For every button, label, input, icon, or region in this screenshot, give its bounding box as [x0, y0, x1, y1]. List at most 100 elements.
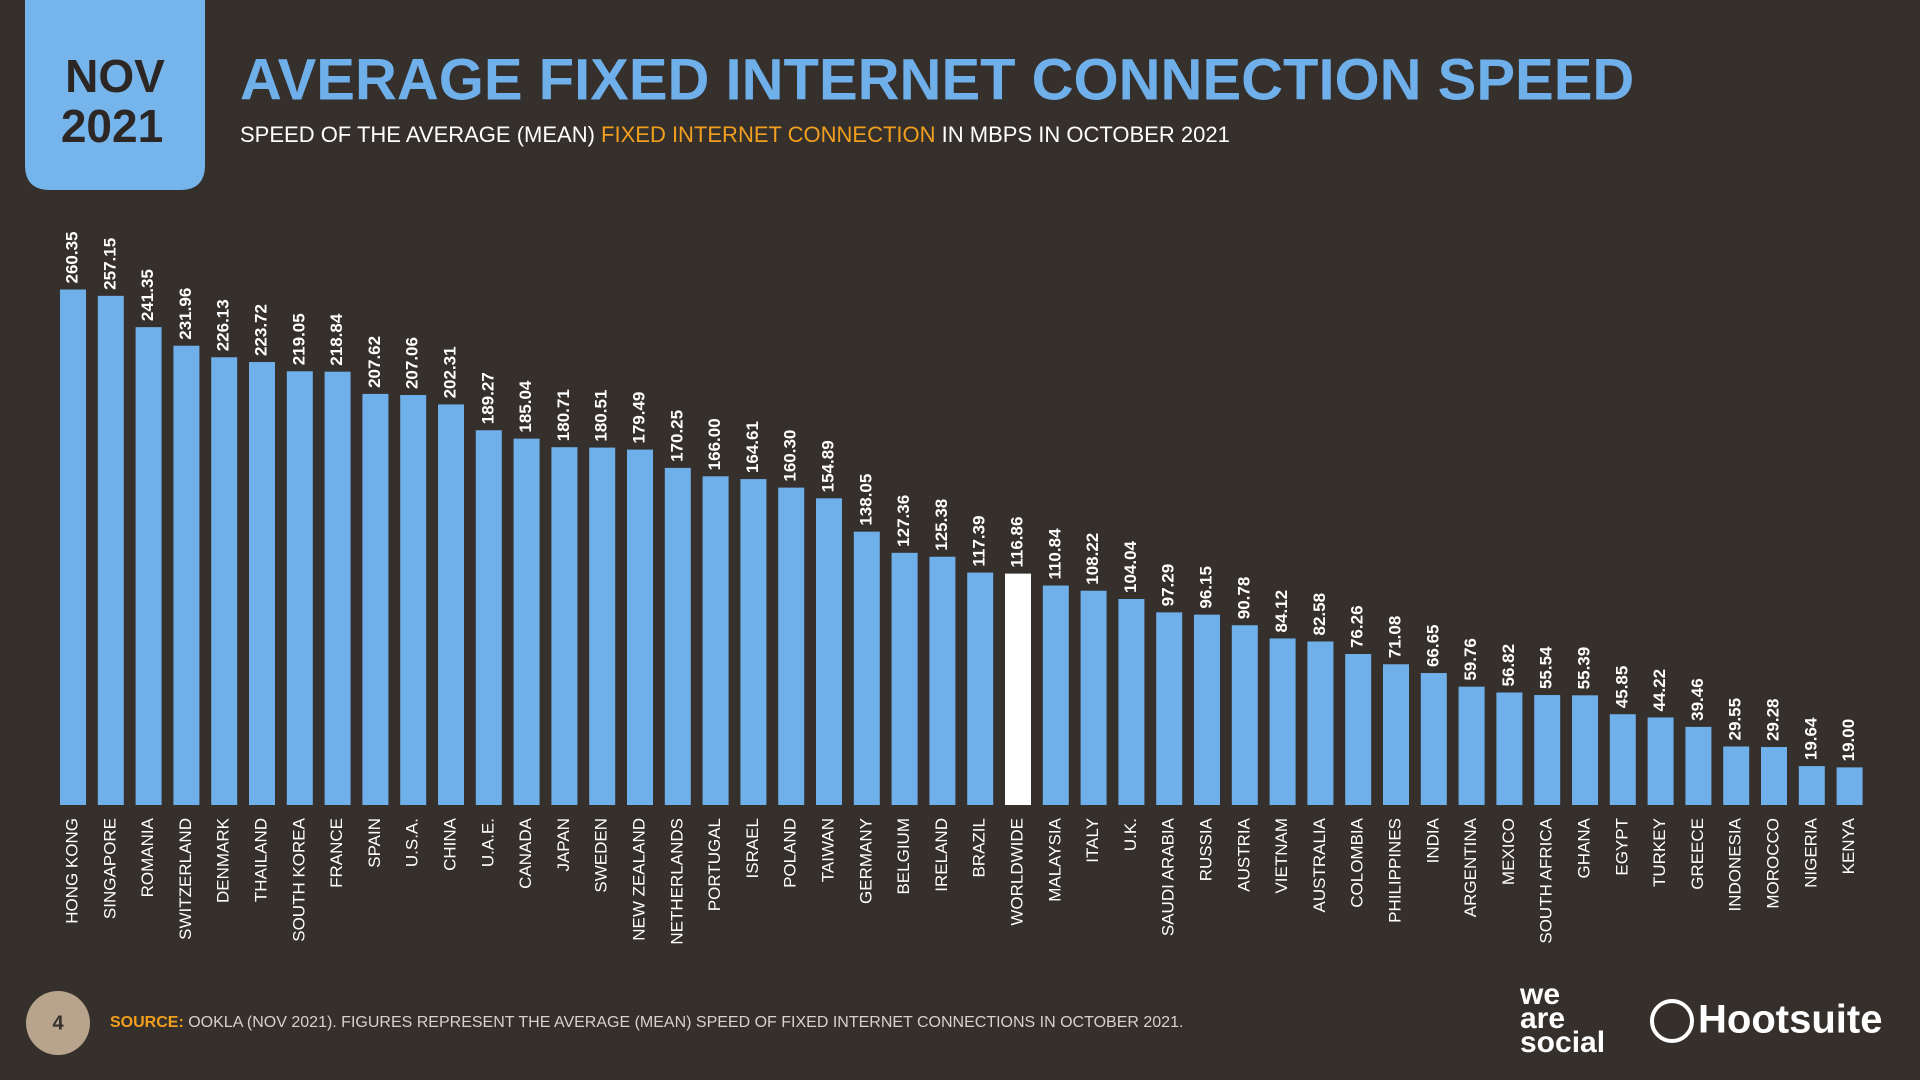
- value-label: 260.35: [62, 232, 81, 284]
- bar: [400, 395, 427, 805]
- category-label: WORLDWIDE: [1007, 818, 1026, 926]
- bar: [702, 476, 729, 805]
- category-label: MOROCCO: [1763, 818, 1782, 909]
- bar: [1798, 766, 1825, 805]
- category-label: ROMANIA: [138, 817, 157, 897]
- badge-year: 2021: [61, 100, 163, 152]
- bar: [362, 393, 389, 805]
- value-label: 108.22: [1083, 533, 1102, 585]
- category-label: MEXICO: [1499, 818, 1518, 885]
- category-label: ISRAEL: [743, 818, 762, 878]
- value-label: 241.35: [138, 269, 157, 321]
- logo-hootsuite: Hootsuite: [1698, 998, 1882, 1042]
- value-label: 180.51: [592, 390, 611, 442]
- category-label: JAPAN: [554, 818, 573, 872]
- bar: [929, 556, 956, 805]
- bar: [1307, 641, 1334, 805]
- category-label: IRELAND: [932, 818, 951, 892]
- value-label: 55.39: [1574, 647, 1593, 690]
- category-label: HONG KONG: [62, 818, 81, 924]
- category-label: SOUTH AFRICA: [1537, 817, 1556, 943]
- category-label: PHILIPPINES: [1385, 818, 1404, 923]
- bar: [816, 498, 842, 805]
- category-label: SAUDI ARABIA: [1159, 817, 1178, 936]
- bar: [97, 295, 124, 805]
- bar: [1383, 664, 1409, 805]
- value-label: 71.08: [1385, 616, 1404, 659]
- value-label: 104.04: [1121, 540, 1140, 593]
- bar: [1005, 573, 1031, 805]
- category-label: CHINA: [440, 817, 459, 871]
- value-label: 170.25: [667, 410, 686, 462]
- value-label: 179.49: [629, 392, 648, 444]
- category-label: INDONESIA: [1726, 817, 1745, 911]
- category-label: KENYA: [1839, 817, 1858, 874]
- category-label: GERMANY: [856, 818, 875, 904]
- bar: [211, 357, 238, 805]
- category-label: THAILAND: [251, 818, 270, 902]
- category-label: CANADA: [516, 817, 535, 889]
- value-label: 110.84: [1045, 528, 1064, 580]
- value-label: 116.86: [1007, 517, 1026, 568]
- value-label: 160.30: [781, 430, 800, 482]
- value-label: 39.46: [1688, 678, 1707, 721]
- category-label: MALAYSIA: [1045, 817, 1064, 901]
- category-label: BELGIUM: [894, 818, 913, 895]
- logo-we: we: [1519, 978, 1560, 1011]
- bar: [1231, 625, 1258, 805]
- bar: [1118, 599, 1145, 805]
- value-label: 207.62: [365, 336, 384, 388]
- logo-social: social: [1520, 1026, 1605, 1059]
- bar: [853, 531, 880, 805]
- bar: [1647, 717, 1674, 805]
- bar: [1572, 695, 1598, 805]
- value-label: 19.00: [1839, 719, 1858, 762]
- value-label: 218.84: [327, 313, 346, 366]
- plot: 260.35 HONG KONG 257.15 SINGAPORE 241.35 ROMA…: [60, 232, 1863, 945]
- value-label: 231.96: [176, 288, 195, 340]
- page-badge: [26, 991, 90, 1055]
- logo-are: are: [1520, 1002, 1565, 1035]
- logo-owl: [1650, 999, 1694, 1043]
- chart-title: AVERAGE FIXED INTERNET CONNECTION SPEED: [240, 47, 1634, 112]
- bar: [967, 572, 994, 805]
- category-label: EGYPT: [1612, 818, 1631, 876]
- category-label: GHANA: [1574, 817, 1593, 878]
- value-label: 164.61: [743, 421, 762, 473]
- category-label: RUSSIA: [1196, 817, 1215, 881]
- value-label: 96.15: [1196, 566, 1215, 609]
- value-label: 189.27: [478, 372, 497, 424]
- badge-month: NOV: [65, 50, 165, 102]
- category-label: NETHERLANDS: [667, 818, 686, 945]
- subtitle: SPEED OF THE AVERAGE (MEAN) FIXED INTERN…: [240, 122, 1230, 147]
- page-number: 4: [52, 1012, 64, 1034]
- source-text: OOKLA (NOV 2021). FIGURES REPRESENT THE …: [184, 1014, 1184, 1031]
- subtitle-part: SPEED OF THE AVERAGE (MEAN): [240, 122, 601, 147]
- category-label: GREECE: [1688, 818, 1707, 890]
- value-label: 223.72: [251, 304, 270, 356]
- value-label: 138.05: [856, 474, 875, 526]
- value-label: 29.55: [1726, 698, 1745, 741]
- value-label: 55.54: [1537, 646, 1556, 689]
- category-label: U.S.A.: [403, 818, 422, 867]
- bar: [173, 345, 200, 805]
- category-label: ITALY: [1083, 818, 1102, 863]
- category-label: TURKEY: [1650, 818, 1669, 887]
- bar: [1080, 590, 1107, 805]
- bar: [664, 467, 691, 805]
- value-label: 29.28: [1763, 698, 1782, 741]
- category-label: INDIA: [1423, 817, 1442, 863]
- category-label: U.A.E.: [478, 818, 497, 867]
- value-label: 219.05: [289, 313, 308, 365]
- bar: [589, 447, 616, 805]
- category-label: SWEDEN: [592, 818, 611, 893]
- bar: [891, 552, 918, 805]
- category-label: NEW ZEALAND: [629, 818, 648, 941]
- bar: [1269, 638, 1296, 805]
- value-label: 59.76: [1461, 638, 1480, 681]
- value-label: 90.78: [1234, 577, 1253, 620]
- bar: [324, 371, 351, 805]
- bar: [1156, 612, 1183, 805]
- value-label: 117.39: [970, 516, 989, 567]
- value-label: 257.15: [100, 238, 119, 290]
